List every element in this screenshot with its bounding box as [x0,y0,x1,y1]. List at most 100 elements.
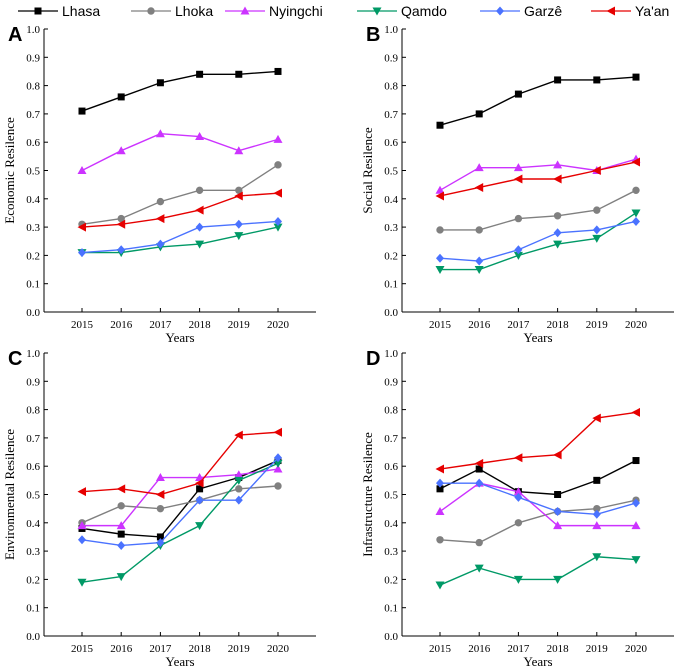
data-point [554,76,562,84]
data-point [156,533,164,541]
x-tick-label: 2017 [507,319,530,331]
data-point [436,226,444,234]
y-tick-label: 0.0 [26,631,40,643]
series-ya-an [77,188,282,232]
y-tick-label: 0.9 [384,52,398,64]
legend-label: Garzê [524,3,562,19]
data-point [514,214,523,223]
y-tick-label: 0.9 [26,376,40,388]
legend-marker [606,6,615,16]
data-point [631,407,640,417]
y-tick-label: 0.4 [384,518,398,530]
series-line [81,431,279,496]
panel-d: 0.0 0.1 0.2 0.3 0.4 0.5 0.6 0.7 0.8 0.9 1.0 2015 201… [360,348,674,667]
y-tick-label: 1.0 [384,348,398,360]
series-line [440,212,637,271]
data-point [631,157,640,167]
y-tick-label: 0.2 [26,574,40,586]
data-point [474,182,484,192]
y-tick-label: 0.7 [384,109,398,121]
series-line [81,462,279,583]
panel-letter: D [366,348,380,370]
y-tick-label: 0.9 [384,376,398,388]
series-qamdo [435,209,641,275]
data-point [234,476,244,485]
series-lhoka [436,496,640,547]
data-point [77,521,87,530]
x-tick-label: 2016 [468,643,491,655]
y-tick-label: 0.1 [26,603,40,615]
series-line [81,220,279,254]
data-point [475,110,483,118]
series-garz [78,216,282,258]
data-point [513,163,523,172]
series-garz [436,216,640,266]
data-point [631,209,641,218]
series-garz [78,453,282,550]
data-point [156,79,164,87]
x-tick-label: 2020 [625,643,648,655]
data-point [475,226,483,234]
data-point [77,487,86,497]
legend-entry-lhasa: Lhasa [18,3,100,19]
data-point [156,197,165,206]
data-point [274,453,282,463]
y-tick-label: 0.5 [384,166,398,178]
legend-marker [147,7,155,15]
x-axis-label: Years [165,330,194,345]
legend-entry-nyingchi: Nyingchi [225,3,323,19]
x-tick-label: 2019 [586,319,609,331]
series-line [82,226,279,254]
x-tick-label: 2016 [468,319,491,331]
data-point [474,564,484,573]
data-point [155,473,165,482]
data-point [195,473,205,482]
y-tick-label: 0.8 [26,81,40,93]
series-line [81,164,279,225]
data-point [274,216,282,226]
data-point [553,174,562,184]
x-tick-label: 2016 [110,643,133,655]
series-lhasa [436,73,640,129]
series-qamdo [435,553,641,590]
data-point [592,234,602,243]
data-point [475,478,484,488]
y-tick-label: 0.3 [26,546,40,558]
series-lhasa [78,457,282,541]
series-line [81,132,279,172]
series-nyingchi [77,464,283,530]
data-point [475,538,483,547]
data-point [116,484,126,494]
data-point [273,134,283,143]
legend-marker [496,6,504,16]
data-point [436,253,444,263]
data-point [156,239,165,249]
y-tick-label: 0.8 [384,405,398,417]
data-point [195,240,205,249]
y-axis-label: Social Resilence [360,127,375,214]
x-tick-label: 2019 [228,643,251,655]
data-point [632,498,640,508]
data-point [235,485,243,493]
panel-c: 0.0 0.1 0.2 0.3 0.4 0.5 0.6 0.7 0.8 0.9 1.0 2015 201… [2,348,316,667]
series-ya-an [435,157,640,201]
x-tick-label: 2015 [71,643,94,655]
y-axis-label: Environmental Resilence [2,429,17,560]
y-tick-label: 0.9 [26,52,40,64]
data-point [474,266,484,275]
data-point [155,490,165,499]
data-point [553,212,562,220]
data-point [234,470,244,479]
y-tick-label: 0.8 [26,405,40,417]
series-lhoka [78,161,282,228]
data-point [117,540,126,550]
data-point [592,553,602,562]
series-lhasa [78,67,282,115]
data-point [435,581,445,590]
x-tick-label: 2017 [507,643,530,655]
legend-marker [34,7,42,15]
data-point [195,522,205,531]
series-qamdo [77,223,283,258]
data-point [553,240,563,249]
series-nyingchi [435,154,641,194]
